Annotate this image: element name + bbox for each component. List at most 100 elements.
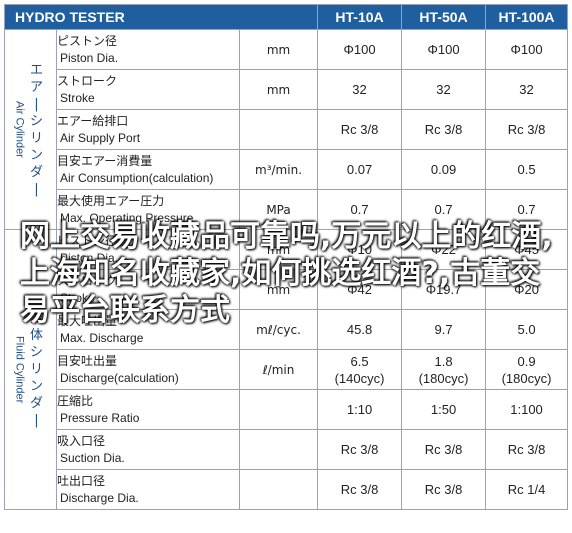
value-cell: Rc 3/8 xyxy=(485,109,569,150)
item-cell: 圧縮比 Pressure Ratio xyxy=(56,389,240,430)
value-cell: Φ42 xyxy=(317,269,403,310)
item-name-jp: ストローク xyxy=(57,273,118,288)
item-name-en: Piston Dia. xyxy=(60,250,119,265)
value-cell: 0.07 xyxy=(317,149,403,190)
item-name-en: Discharge(calculation) xyxy=(60,370,179,385)
item-cell: 最大吐出量 Max. Discharge xyxy=(56,309,240,350)
value-cell: 1.8 (180cyc) xyxy=(401,349,487,390)
value-cell: Φ45 xyxy=(485,229,569,270)
value-cell: 32 xyxy=(401,69,487,110)
value-cell: 1:50 xyxy=(401,389,487,430)
item-name-jp: ピストン径 xyxy=(57,33,118,48)
item-name-jp: 目安吐出量 xyxy=(57,353,118,368)
item-cell: 吸入口径 Suction Dia. xyxy=(56,429,240,470)
value-cell: 32 xyxy=(485,69,569,110)
unit-cell: mm xyxy=(238,229,319,270)
unit-cell: m³/min. xyxy=(238,149,319,190)
value-cell: 5.0 xyxy=(485,309,569,350)
table-row: 目安エアー消費量 Air Consumption(calculation) m³/m… xyxy=(5,149,569,190)
item-cell: ストローク Stroke xyxy=(56,69,240,110)
table-row: エアー給排口 Air Supply Port Rc 3/8 Rc 3/8 Rc 3/8 xyxy=(5,109,569,150)
value-cell: 6.5 (140cyc) xyxy=(317,349,403,390)
table-row: 圧縮比 Pressure Ratio 1:10 1:50 1:100 xyxy=(5,389,569,430)
item-name-en: Stroke xyxy=(60,290,95,305)
table-row: 吸入口径 Suction Dia. Rc 3/8 Rc 3/8 Rc 3/8 xyxy=(5,429,569,470)
value-cell: 0.5 xyxy=(485,149,569,190)
spec-table: HYDRO TESTER HT-10A HT-50A HT-100A Air C… xyxy=(3,4,569,510)
table-row: Fluid Cylinder 流体シリンダ | ピストン径 Piston Dia. mm Φ… xyxy=(4,229,569,510)
value-cell: 0.9 (180cyc) xyxy=(485,349,569,390)
group-label-en: Air Cylinder xyxy=(13,101,26,158)
unit-cell xyxy=(238,109,319,150)
group-label-jp: 流体シリンダ | xyxy=(29,311,43,428)
unit-cell: mm xyxy=(238,69,319,110)
value-cell: 45.8 xyxy=(317,309,403,350)
value-cell: 0.09 xyxy=(401,149,487,190)
model-header: HT-100A xyxy=(485,4,569,30)
table-title: HYDRO TESTER xyxy=(3,4,319,30)
value-cell: Rc 3/8 xyxy=(317,469,403,510)
value-cell: Φ10 xyxy=(317,229,403,270)
value-cell: Φ22 xyxy=(401,229,487,270)
item-name-jp: 目安エアー消費量 xyxy=(57,153,153,168)
item-name-en: Air Consumption(calculation) xyxy=(60,170,214,185)
unit-cell xyxy=(238,469,319,510)
unit-cell: mm xyxy=(238,29,319,70)
value-cell: Rc 3/8 xyxy=(317,109,403,150)
value-cell: 0.7 xyxy=(401,189,487,230)
item-cell: 吐出口径 Discharge Dia. xyxy=(56,469,240,510)
value-cell: Φ19.7 xyxy=(401,269,487,310)
item-name-jp: ピストン径 xyxy=(57,233,118,248)
table-row: ストローク Stroke mm 32 32 32 xyxy=(5,69,569,110)
model-header: HT-50A xyxy=(401,4,487,30)
item-name-en: Piston Dia. xyxy=(60,50,119,65)
group-air-cylinder: Air Cylinder エア | シリンダ | xyxy=(4,29,57,230)
table-row: 目安吐出量 Discharge(calculation) ℓ/min 6.5 (140… xyxy=(5,349,569,390)
item-cell: ピストン径 Piston Dia. xyxy=(56,29,240,70)
item-cell: エアー給排口 Air Supply Port xyxy=(56,109,240,150)
group-label-jp: エア | シリンダ | xyxy=(29,62,43,197)
header-row: HYDRO TESTER HT-10A HT-50A HT-100A xyxy=(3,4,569,30)
value-cell: Φ100 xyxy=(317,29,403,70)
value-cell: Φ20 xyxy=(485,269,569,310)
group-label-en: Fluid Cylinder xyxy=(13,335,26,404)
value-cell: Rc 3/8 xyxy=(401,429,487,470)
item-name-en: Discharge Dia. xyxy=(60,490,139,505)
item-name-en: Pressure Ratio xyxy=(60,410,140,425)
item-name-en: Air Supply Port xyxy=(60,130,141,145)
item-name-jp: エアー給排口 xyxy=(57,113,129,128)
item-name-jp: 吸入口径 xyxy=(57,433,106,448)
value-cell: 9.7 xyxy=(401,309,487,350)
value-cell: 1:100 xyxy=(485,389,569,430)
item-cell: 最大使用エアー圧力 Max. Operating Pressure xyxy=(56,189,240,230)
item-name-en: Max. Operating Pressure xyxy=(60,210,194,225)
unit-cell: MPa xyxy=(238,189,319,230)
table-row: Air Cylinder エア | シリンダ | ピストン径 Piston Dia. mm Φ1… xyxy=(4,29,569,230)
item-cell: ストローク Stroke xyxy=(56,269,240,310)
unit-cell: mℓ/cyc. xyxy=(238,309,319,350)
unit-cell xyxy=(238,429,319,470)
item-name-jp: ストローク xyxy=(57,73,118,88)
table-row: 最大吐出量 Max. Discharge mℓ/cyc. 45.8 9.7 5.0 xyxy=(5,309,569,350)
value-cell: Rc 3/8 xyxy=(401,109,487,150)
item-name-jp: 吐出口径 xyxy=(57,473,106,488)
table-row: 最大使用エアー圧力 Max. Operating Pressure MPa 0.7 0.… xyxy=(5,189,569,230)
group-fluid-cylinder: Fluid Cylinder 流体シリンダ | xyxy=(4,229,57,510)
item-cell: 目安吐出量 Discharge(calculation) xyxy=(56,349,240,390)
table-row: 吐出口径 Discharge Dia. Rc 3/8 Rc 3/8 Rc 1/4 xyxy=(5,469,569,510)
value-cell: 0.7 xyxy=(485,189,569,230)
item-name-en: Suction Dia. xyxy=(60,450,125,465)
value-cell: Φ100 xyxy=(401,29,487,70)
value-cell: Rc 1/4 xyxy=(485,469,569,510)
item-name-en: Stroke xyxy=(60,90,95,105)
unit-cell: ℓ/min xyxy=(238,349,319,390)
model-header: HT-10A xyxy=(317,4,403,30)
item-name-jp: 圧縮比 xyxy=(57,393,94,408)
value-cell: Rc 3/8 xyxy=(485,429,569,470)
item-cell: 目安エアー消費量 Air Consumption(calculation) xyxy=(56,149,240,190)
value-cell: 1:10 xyxy=(317,389,403,430)
value-cell: 0.7 xyxy=(317,189,403,230)
item-name-jp: 最大使用エアー圧力 xyxy=(57,193,165,208)
unit-cell xyxy=(238,389,319,430)
item-name-en: Max. Discharge xyxy=(60,330,144,345)
